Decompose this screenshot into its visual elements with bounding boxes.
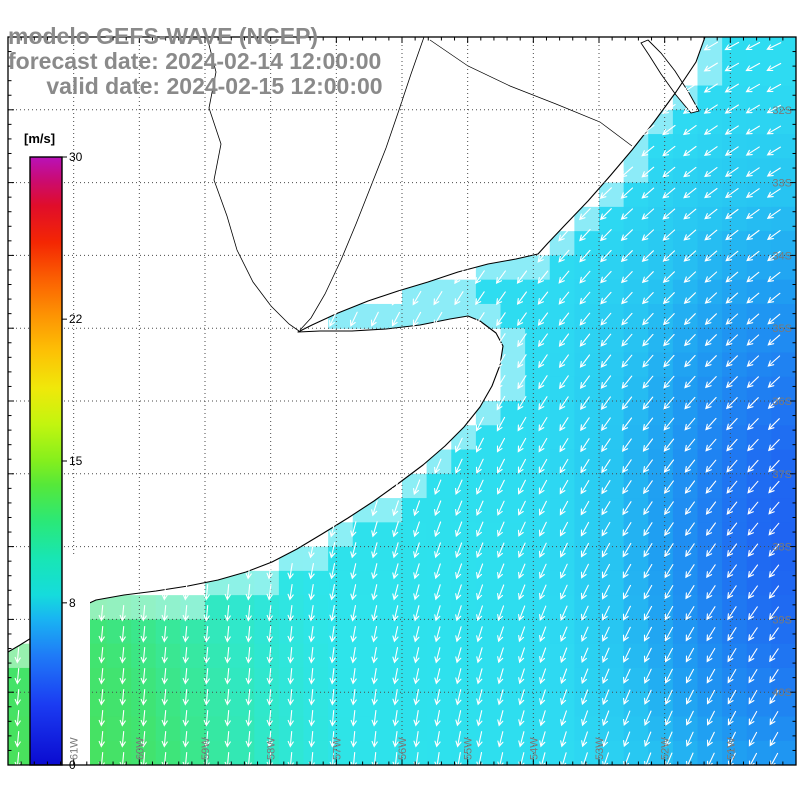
latitude-label: 34S xyxy=(772,250,792,262)
latitude-label: 32S xyxy=(772,105,792,117)
colorbar-gradient-bar xyxy=(29,156,63,766)
country-border-line xyxy=(429,39,633,147)
river-line xyxy=(299,37,425,331)
model-name-title: modelo GEFS-WAVE (NCEP) xyxy=(8,23,319,49)
latitude-label: 39S xyxy=(772,614,792,626)
valid-date-label: valid date: 2024-02-15 12:00:00 xyxy=(8,73,383,99)
latitude-label: 36S xyxy=(772,396,792,408)
longitude-label: 58W xyxy=(266,737,278,760)
longitude-label: 54W xyxy=(528,737,540,760)
latitude-label: 33S xyxy=(772,178,792,190)
forecast-date-label: forecast date: 2024-02-14 12:00:00 xyxy=(8,48,382,74)
longitude-label: 61W xyxy=(69,737,81,760)
land-mask xyxy=(8,37,705,652)
latitude-label: 35S xyxy=(772,323,792,335)
colorbar-tick-label: 30 xyxy=(69,150,83,164)
longitude-label: 52W xyxy=(660,737,672,760)
coastal-lagoon-outline xyxy=(640,39,700,114)
coastline xyxy=(8,37,706,653)
longitude-label: 53W xyxy=(594,737,606,760)
colorbar-tick-label: 22 xyxy=(69,312,83,326)
latitude-label: 40S xyxy=(772,687,792,699)
colorbar-tick-label: 8 xyxy=(69,596,76,610)
colorbar-tick-label: 15 xyxy=(69,454,83,468)
river-line xyxy=(206,37,300,332)
axis-labels: 32S 33S 34S 35S 36S 37S 38S 39S 40S 61W 60W 59W 58W 5… xyxy=(69,105,792,760)
graticule-grid xyxy=(8,37,796,765)
latitude-label: 38S xyxy=(772,542,792,554)
colorbar-unit-label: [m/s] xyxy=(24,131,56,146)
longitude-label: 55W xyxy=(463,737,475,760)
latitude-label: 37S xyxy=(772,469,792,481)
longitude-label: 51W xyxy=(725,737,737,760)
longitude-label: 60W xyxy=(134,737,146,760)
longitude-label: 59W xyxy=(200,737,212,760)
map-frame xyxy=(7,36,797,766)
colorbar-label-backing xyxy=(62,555,90,775)
geography-layer xyxy=(8,37,706,653)
longitude-label: 56W xyxy=(397,737,409,760)
longitude-label: 57W xyxy=(331,737,343,760)
